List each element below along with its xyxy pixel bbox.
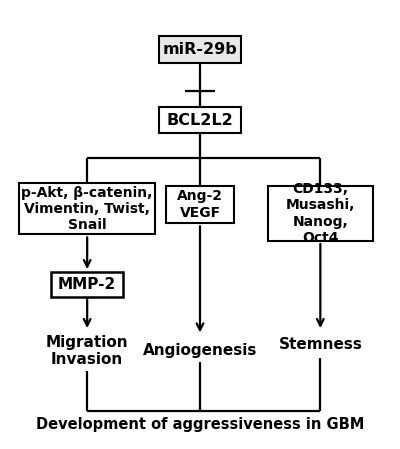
Text: Development of aggressiveness in GBM: Development of aggressiveness in GBM [36, 418, 364, 432]
Text: Angiogenesis: Angiogenesis [143, 343, 257, 358]
Text: Ang-2
VEGF: Ang-2 VEGF [177, 189, 223, 220]
FancyBboxPatch shape [20, 184, 155, 234]
Text: miR-29b: miR-29b [163, 42, 237, 57]
FancyBboxPatch shape [159, 35, 241, 63]
Text: BCL2L2: BCL2L2 [167, 113, 233, 128]
FancyBboxPatch shape [159, 107, 241, 133]
Text: Migration
Invasion: Migration Invasion [46, 335, 128, 367]
Text: CD133,
Musashi,
Nanog,
Oct4: CD133, Musashi, Nanog, Oct4 [286, 182, 355, 245]
FancyBboxPatch shape [52, 272, 123, 297]
Text: p-Akt, β-catenin,
Vimentin, Twist,
Snail: p-Akt, β-catenin, Vimentin, Twist, Snail [22, 186, 153, 232]
Text: Stemness: Stemness [278, 337, 362, 352]
FancyBboxPatch shape [268, 186, 373, 241]
Text: MMP-2: MMP-2 [58, 277, 116, 292]
FancyBboxPatch shape [166, 186, 234, 224]
